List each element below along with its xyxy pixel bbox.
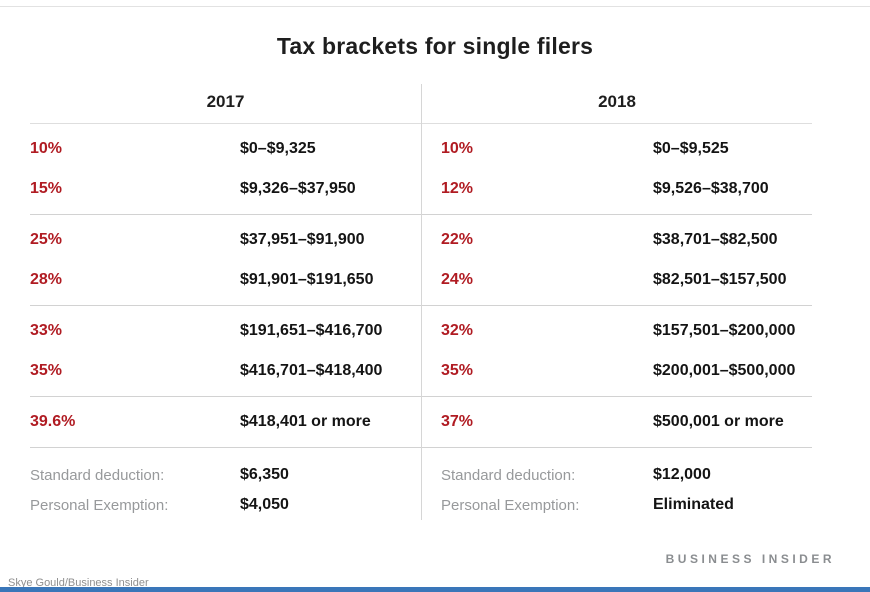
bracket-rate: 24% bbox=[441, 271, 474, 288]
bracket-group: 39.6% $418,401 or more bbox=[30, 397, 421, 448]
tax-brackets-card: Tax brackets for single filers 2017 10% … bbox=[0, 7, 870, 520]
business-insider-logo: BUSINESS INSIDER bbox=[665, 552, 835, 566]
column-2018: 2018 10% $0–$9,525 12% $9,526–$38,700 22… bbox=[421, 84, 812, 520]
bracket-rate: 32% bbox=[441, 322, 474, 339]
bracket-range: $9,526–$38,700 bbox=[653, 180, 769, 197]
footer-label: Personal Exemption: bbox=[441, 496, 580, 514]
bracket-row: 33% $191,651–$416,700 bbox=[30, 311, 421, 351]
bracket-rate: 33% bbox=[30, 322, 63, 339]
bottom-blue-bar bbox=[0, 587, 870, 592]
column-2017: 2017 10% $0–$9,325 15% $9,326–$37,950 25… bbox=[30, 84, 421, 520]
bracket-range: $157,501–$200,000 bbox=[653, 322, 796, 339]
deductions-section: Standard deduction: $12,000 Personal Exe… bbox=[422, 448, 812, 520]
bracket-range: $416,701–$418,400 bbox=[240, 362, 383, 379]
top-divider bbox=[0, 6, 870, 7]
bracket-group: 32% $157,501–$200,000 35% $200,001–$500,… bbox=[422, 306, 812, 397]
footer-row: Standard deduction: $12,000 bbox=[422, 460, 812, 490]
bracket-rate: 12% bbox=[441, 180, 474, 197]
bracket-rate: 22% bbox=[441, 231, 474, 248]
bracket-group: 10% $0–$9,325 15% $9,326–$37,950 bbox=[30, 124, 421, 215]
bracket-range: $0–$9,525 bbox=[653, 140, 729, 157]
bracket-row: 35% $416,701–$418,400 bbox=[30, 351, 421, 391]
bracket-rate: 15% bbox=[30, 180, 63, 197]
year-header-2018: 2018 bbox=[422, 84, 812, 124]
bracket-row: 12% $9,526–$38,700 bbox=[422, 169, 812, 209]
bracket-rate: 28% bbox=[30, 271, 63, 288]
bracket-range: $200,001–$500,000 bbox=[653, 362, 796, 379]
bracket-range: $38,701–$82,500 bbox=[653, 231, 778, 248]
comparison-columns: 2017 10% $0–$9,325 15% $9,326–$37,950 25… bbox=[30, 84, 812, 520]
footer-row: Personal Exemption: $4,050 bbox=[30, 490, 421, 520]
footer-label: Personal Exemption: bbox=[30, 496, 169, 514]
footer-value: Eliminated bbox=[653, 496, 734, 513]
bracket-rate: 10% bbox=[441, 140, 474, 157]
footer-label: Standard deduction: bbox=[30, 466, 165, 484]
deductions-section: Standard deduction: $6,350 Personal Exem… bbox=[30, 448, 421, 520]
bracket-row: 39.6% $418,401 or more bbox=[30, 402, 421, 442]
bracket-row: 10% $0–$9,525 bbox=[422, 129, 812, 169]
bracket-rate: 35% bbox=[30, 362, 63, 379]
bracket-row: 22% $38,701–$82,500 bbox=[422, 220, 812, 260]
bracket-row: 10% $0–$9,325 bbox=[30, 129, 421, 169]
bracket-rate: 39.6% bbox=[30, 413, 76, 430]
footer-label: Standard deduction: bbox=[441, 466, 576, 484]
bracket-rate: 10% bbox=[30, 140, 63, 157]
chart-title: Tax brackets for single filers bbox=[276, 33, 594, 59]
footer-value: $6,350 bbox=[240, 466, 289, 483]
footer-row: Personal Exemption: Eliminated bbox=[422, 490, 812, 520]
credit-text: Skye Gould/Business Insider bbox=[8, 577, 149, 589]
bracket-row: 25% $37,951–$91,900 bbox=[30, 220, 421, 260]
bracket-range: $0–$9,325 bbox=[240, 140, 316, 157]
year-header-2017: 2017 bbox=[30, 84, 421, 124]
bracket-range: $82,501–$157,500 bbox=[653, 271, 787, 288]
bracket-range: $500,001 or more bbox=[653, 413, 784, 430]
bracket-rate: 35% bbox=[441, 362, 474, 379]
bracket-row: 15% $9,326–$37,950 bbox=[30, 169, 421, 209]
bracket-row: 24% $82,501–$157,500 bbox=[422, 260, 812, 300]
bracket-rate: 37% bbox=[441, 413, 474, 430]
footer-value: $4,050 bbox=[240, 496, 289, 513]
bracket-row: 35% $200,001–$500,000 bbox=[422, 351, 812, 391]
bracket-range: $91,901–$191,650 bbox=[240, 271, 374, 288]
bracket-row: 28% $91,901–$191,650 bbox=[30, 260, 421, 300]
bracket-row: 32% $157,501–$200,000 bbox=[422, 311, 812, 351]
bracket-rate: 25% bbox=[30, 231, 63, 248]
bracket-range: $191,651–$416,700 bbox=[240, 322, 383, 339]
bracket-group: 10% $0–$9,525 12% $9,526–$38,700 bbox=[422, 124, 812, 215]
bracket-group: 22% $38,701–$82,500 24% $82,501–$157,500 bbox=[422, 215, 812, 306]
bracket-row: 37% $500,001 or more bbox=[422, 402, 812, 442]
footer-value: $12,000 bbox=[653, 466, 711, 483]
bracket-group: 25% $37,951–$91,900 28% $91,901–$191,650 bbox=[30, 215, 421, 306]
bracket-group: 33% $191,651–$416,700 35% $416,701–$418,… bbox=[30, 306, 421, 397]
bracket-range: $418,401 or more bbox=[240, 413, 371, 430]
footer-row: Standard deduction: $6,350 bbox=[30, 460, 421, 490]
bracket-group: 37% $500,001 or more bbox=[422, 397, 812, 448]
bracket-range: $37,951–$91,900 bbox=[240, 231, 365, 248]
bracket-range: $9,326–$37,950 bbox=[240, 180, 356, 197]
